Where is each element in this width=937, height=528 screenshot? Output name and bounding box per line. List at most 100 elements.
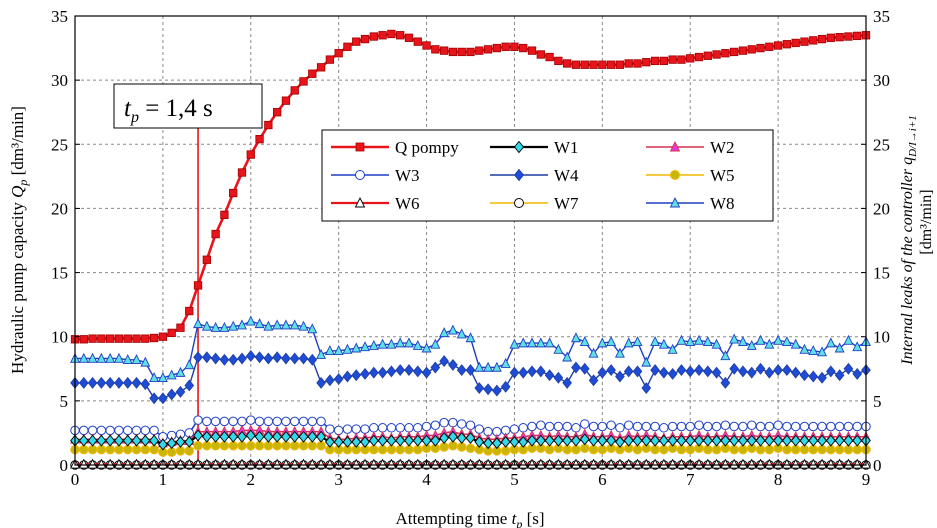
data-point	[219, 416, 230, 427]
data-point	[623, 434, 634, 447]
data-point	[299, 77, 308, 86]
data-point	[694, 364, 704, 377]
data-point	[193, 281, 203, 290]
data-point	[360, 424, 370, 434]
data-point	[782, 421, 792, 432]
data-point	[729, 458, 740, 469]
data-point	[456, 419, 467, 429]
data-point	[210, 441, 221, 451]
data-point	[114, 334, 124, 343]
data-point	[755, 362, 766, 375]
data-point	[78, 458, 89, 469]
data-point	[632, 421, 643, 432]
data-point	[658, 338, 669, 349]
data-point	[492, 437, 502, 450]
data-point	[96, 458, 107, 469]
data-point	[790, 444, 801, 455]
data-point	[843, 458, 854, 469]
data-point	[166, 388, 177, 401]
data-point	[535, 458, 546, 469]
data-point	[667, 343, 678, 354]
data-point	[202, 430, 212, 443]
data-point	[421, 342, 432, 353]
data-point	[720, 434, 731, 447]
data-point	[298, 430, 309, 443]
data-point	[597, 337, 608, 348]
data-point	[834, 342, 845, 353]
data-point	[465, 420, 476, 430]
data-point	[703, 444, 713, 455]
data-point	[333, 345, 344, 356]
data-point	[729, 444, 739, 455]
data-point	[166, 369, 177, 380]
data-point	[175, 385, 186, 398]
data-point	[474, 361, 485, 372]
data-point	[184, 359, 195, 370]
data-point	[826, 444, 836, 455]
data-point	[255, 135, 264, 144]
data-point	[210, 416, 221, 427]
data-point	[650, 421, 660, 432]
data-point	[826, 33, 835, 42]
data-point	[500, 446, 511, 456]
data-point	[474, 424, 485, 434]
data-point	[527, 46, 537, 55]
data-point	[149, 372, 160, 382]
legend-item: Q pompy	[331, 138, 459, 157]
data-point	[113, 458, 124, 469]
data-point	[623, 420, 634, 430]
data-point	[579, 362, 590, 375]
data-point	[298, 320, 309, 331]
data-point	[184, 379, 195, 392]
data-point	[834, 421, 845, 432]
plot-frame	[74, 15, 867, 466]
data-point	[228, 430, 239, 443]
data-point	[782, 444, 792, 455]
data-point	[342, 424, 353, 434]
data-point	[527, 421, 537, 432]
annotation-box	[113, 83, 263, 129]
data-point	[615, 435, 625, 448]
data-point	[316, 376, 326, 389]
data-point	[87, 352, 98, 363]
data-point	[703, 421, 713, 432]
data-point	[395, 364, 406, 377]
data-point	[149, 425, 159, 436]
data-point	[342, 370, 353, 383]
data-point	[790, 434, 801, 447]
data-point	[633, 59, 642, 68]
data-point	[149, 458, 160, 469]
data-point	[817, 458, 828, 469]
data-point	[597, 434, 608, 447]
data-point	[641, 382, 652, 394]
data-point	[614, 347, 625, 358]
data-point	[843, 362, 854, 375]
data-point	[166, 458, 177, 469]
data-point	[404, 434, 414, 447]
data-point	[527, 365, 537, 378]
data-point	[790, 421, 801, 432]
data-point	[105, 434, 115, 447]
data-point	[377, 338, 388, 349]
data-point	[465, 458, 476, 469]
data-point	[694, 434, 704, 447]
data-point	[131, 434, 142, 447]
data-point	[536, 50, 545, 59]
data-point	[307, 323, 318, 334]
data-point	[659, 56, 669, 66]
data-point	[562, 444, 572, 455]
data-point	[659, 366, 669, 379]
data-point	[544, 458, 555, 469]
data-point	[263, 441, 274, 451]
data-point	[641, 434, 652, 447]
data-point	[448, 47, 458, 57]
data-point	[668, 55, 677, 64]
data-point	[773, 364, 783, 377]
data-point	[412, 339, 423, 350]
data-point	[729, 362, 739, 375]
data-point	[676, 434, 687, 447]
data-point	[422, 41, 431, 50]
legend-swatch-marker	[355, 142, 365, 152]
data-point	[140, 425, 151, 436]
data-point	[509, 435, 520, 448]
